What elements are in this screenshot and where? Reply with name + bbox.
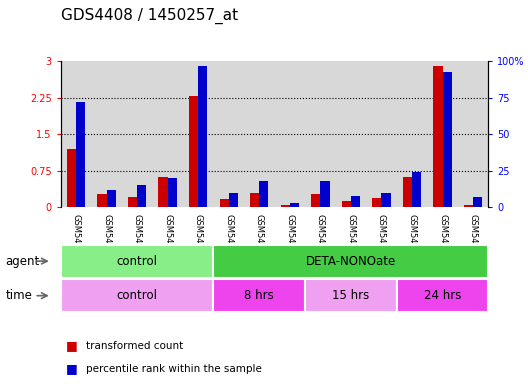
Bar [305, 61, 336, 207]
Text: transformed count: transformed count [86, 341, 183, 351]
Bar [311, 194, 320, 207]
Text: 24 hrs: 24 hrs [424, 289, 461, 302]
Bar [250, 193, 259, 207]
Bar [67, 149, 76, 207]
Text: control: control [117, 289, 157, 302]
Bar [158, 177, 168, 207]
Text: ■: ■ [66, 362, 78, 375]
Bar [290, 203, 299, 207]
Bar [198, 66, 208, 207]
Bar [351, 196, 360, 207]
Text: 15 hrs: 15 hrs [332, 289, 370, 302]
Bar [464, 205, 473, 207]
Bar [259, 181, 268, 207]
Bar [220, 199, 229, 207]
Bar [97, 194, 107, 207]
Bar [403, 177, 412, 207]
Bar [397, 61, 427, 207]
Bar [213, 279, 305, 312]
Bar [76, 102, 85, 207]
Text: time: time [5, 289, 32, 302]
Bar [122, 61, 153, 207]
Bar [342, 201, 351, 207]
Text: GDS4408 / 1450257_at: GDS4408 / 1450257_at [61, 8, 238, 24]
Text: agent: agent [5, 255, 40, 268]
Bar [320, 181, 329, 207]
Bar [128, 197, 137, 207]
Bar [229, 193, 238, 207]
Text: control: control [117, 255, 157, 268]
Bar [137, 185, 146, 207]
Bar [336, 61, 366, 207]
Bar [153, 61, 183, 207]
Bar [168, 178, 177, 207]
Bar [213, 61, 244, 207]
Bar [366, 61, 397, 207]
Text: 8 hrs: 8 hrs [244, 289, 274, 302]
Bar [61, 245, 213, 278]
Bar [183, 61, 213, 207]
Bar [427, 61, 458, 207]
Bar [381, 193, 391, 207]
Bar [213, 245, 488, 278]
Bar [473, 197, 482, 207]
Bar [433, 66, 442, 207]
Bar [442, 72, 452, 207]
Bar [412, 172, 421, 207]
Bar [244, 61, 275, 207]
Bar [107, 190, 116, 207]
Bar [305, 279, 397, 312]
Bar [275, 61, 305, 207]
Bar [91, 61, 122, 207]
Bar [397, 279, 488, 312]
Bar [189, 96, 198, 207]
Text: ■: ■ [66, 339, 78, 352]
Bar [458, 61, 488, 207]
Text: percentile rank within the sample: percentile rank within the sample [86, 364, 262, 374]
Bar [281, 205, 290, 207]
Text: DETA-NONOate: DETA-NONOate [306, 255, 396, 268]
Bar [61, 61, 91, 207]
Bar [372, 198, 381, 207]
Bar [61, 279, 213, 312]
